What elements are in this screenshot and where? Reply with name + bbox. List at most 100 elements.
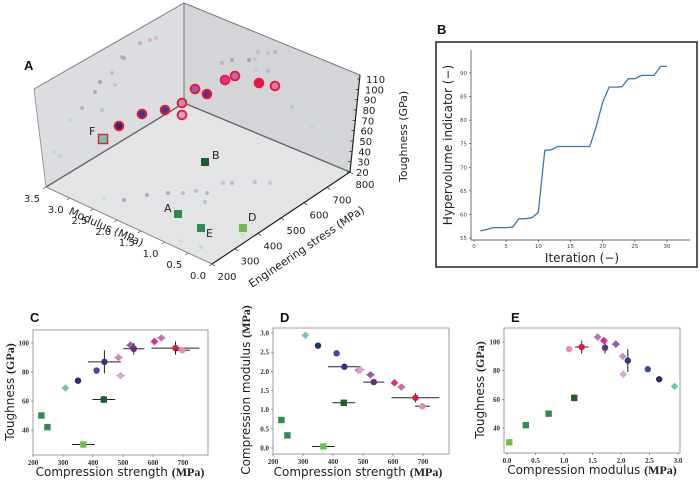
y-tick-label: 1.5: [260, 387, 269, 395]
panel-d-scatter: 200 300 400 500 600 7000.00.51.01.52.02.53.0 …: [239, 305, 450, 479]
y-tick-3d: [280, 217, 285, 221]
y-axis-label-b: Hypervolume indicator (−): [441, 65, 455, 225]
x-tick-label-b: 25: [631, 244, 638, 250]
y-tick-3d: [234, 248, 239, 251]
axis-ticks-3d: 0.0 0.5 1.0 1.5 2.0 2.5 3.0 3.5 200 300 400 500 600 7…: [24, 75, 385, 283]
data-point: [100, 396, 107, 403]
x-tick-label-3d: 2.0: [95, 227, 111, 238]
data-point: [320, 443, 327, 450]
panel-c-scatter: 200 300 400 500 600 700 40 60 80 100 Compression …: [3, 329, 209, 479]
data-point: [157, 334, 166, 342]
data-point: [341, 363, 348, 370]
projection-dot: [194, 189, 198, 193]
projection-dot: [52, 150, 56, 154]
pane-floor: [46, 103, 350, 264]
projection-dot: [58, 154, 62, 158]
x-tick-label-b: 0: [472, 244, 476, 250]
data-point: [619, 370, 628, 379]
x-tick-label: 600: [388, 458, 399, 466]
x-tick-3d: [185, 252, 189, 256]
data-point: [571, 394, 578, 402]
x-axis-label-e-text: Compression modulus: [507, 463, 640, 477]
x-tick-label: 700: [178, 459, 189, 467]
pareto-point: [231, 72, 239, 80]
y-tick-label: 3.0: [260, 330, 269, 338]
projection-dot: [340, 160, 344, 164]
y-tick-label-3d: 400: [263, 241, 282, 252]
y-tick-label: 0.0: [260, 445, 269, 453]
labeled-point-f: [97, 133, 109, 145]
x-tick-label: 600: [148, 459, 159, 467]
y-axis-label-e: Toughness (GPa): [473, 341, 487, 439]
y-tick-label-3d: 700: [332, 195, 351, 206]
y-axis-label-d: Compression modulus (MPa): [239, 305, 253, 475]
y-tick-label: 40: [493, 425, 501, 433]
box-edge: [33, 88, 47, 188]
x-tick-label: 300: [298, 458, 309, 466]
data-point: [419, 403, 426, 410]
point-label-d: D: [248, 211, 256, 224]
panel-b-line-chart: 0 5 10 15 20 25 30 55 60 65 70 75 80 85 90 Iteration (…: [435, 41, 698, 268]
pareto-point: [271, 82, 279, 90]
projection-dot: [102, 196, 106, 200]
projection-dot: [154, 36, 158, 40]
x-axis-label-d-text: Compression strength: [274, 465, 406, 479]
data-point: [340, 399, 347, 406]
z-tick-label-3d: 80: [363, 106, 376, 117]
pareto-point: [255, 79, 263, 87]
data-point: [593, 333, 602, 341]
axis-ticks-e: 0.0 0.5 1.0 1.5 2.0 2.5 3.0 40 60 80 100: [490, 339, 683, 466]
projection-dot: [93, 90, 97, 94]
data-point: [578, 343, 585, 351]
x-tick-label-b: 10: [535, 244, 542, 250]
x-tick-label: 0.5: [531, 457, 540, 465]
panel-e-scatter: 0.0 0.5 1.0 1.5 2.0 2.5 3.0 40 60 80 100 Compressi…: [473, 327, 683, 477]
y-tick-label: 80: [22, 369, 30, 377]
y-tick-label: 100: [490, 339, 501, 347]
point-label-f: F: [89, 125, 95, 138]
data-point: [301, 331, 310, 340]
data-point: [545, 410, 552, 417]
panel-label-b: B: [437, 22, 447, 37]
projection-dot: [148, 38, 152, 42]
labeled-point-e: [197, 224, 205, 232]
y-tick-label-b: 80: [460, 118, 467, 124]
projection-dot: [199, 245, 203, 249]
projection-dot: [220, 61, 224, 65]
x-tick-label: 200: [28, 459, 39, 467]
data-point: [565, 345, 573, 353]
projection-dot: [87, 150, 91, 154]
pareto-point: [221, 76, 229, 84]
x-tick-label-b: 20: [599, 244, 606, 250]
projection-dot: [181, 191, 185, 195]
projection-dot: [241, 233, 245, 237]
projection-dot: [122, 56, 126, 60]
y-axis-unit-c: (GPa): [3, 343, 17, 374]
axis-ticks-d: 200 300 400 500 600 700 0.0 0.5 1.0 1.5 2.0 2.5 3.0: [260, 330, 429, 467]
x-axis-label-b: Iteration (−): [545, 251, 619, 265]
pareto-point: [191, 85, 199, 93]
z-tick-label-3d: 20: [356, 168, 369, 179]
data-point: [61, 384, 70, 392]
data-point: [356, 365, 365, 374]
x-tick-label-3d: 3.0: [48, 205, 64, 216]
pareto-point: [138, 110, 146, 118]
labeled-point-a: [174, 210, 182, 218]
x-tick-label-3d: 0.5: [166, 260, 182, 271]
x-axis-unit-c: (MPa): [172, 465, 205, 479]
plot-area-e: [503, 327, 681, 454]
box-edge: [183, 2, 361, 76]
projection-dot: [253, 57, 257, 61]
x-axis-label-c: Compression strength (MPa): [36, 465, 205, 479]
projection-dot: [166, 191, 170, 195]
point-label-e: E: [206, 227, 213, 240]
x-tick-label-3d: 1.5: [119, 238, 135, 249]
projection-dot: [290, 105, 294, 109]
panel-label-a: A: [24, 58, 34, 73]
x-tick-3d: [208, 263, 213, 267]
y-tick-3d: [349, 171, 354, 175]
x-axis-unit-d: (MPa): [410, 465, 443, 479]
y-tick-label-b: 55: [460, 236, 467, 242]
projection-dot: [247, 58, 251, 62]
pareto-point: [115, 122, 123, 130]
